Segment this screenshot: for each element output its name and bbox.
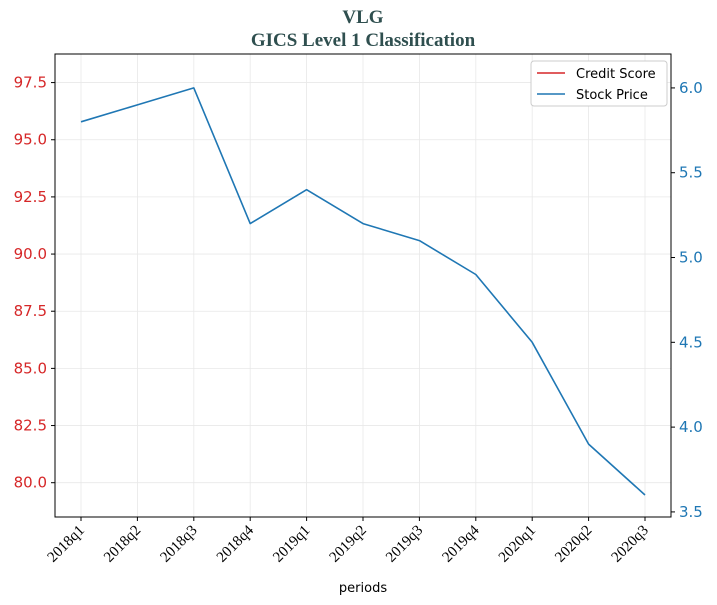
x-axis-label: periods [339,581,387,596]
left-tick-label: 95.0 [14,131,47,149]
left-tick-label: 80.0 [14,474,47,492]
legend-label-stock-price: Stock Price [576,88,648,103]
left-tick-label: 97.5 [14,74,47,92]
chart-subtitle: GICS Level 1 Classification [251,30,476,51]
left-tick-label: 90.0 [14,245,47,263]
right-tick-label: 5.0 [679,249,703,267]
left-tick-label: 82.5 [14,417,47,435]
right-tick-label: 4.5 [679,333,703,351]
right-tick-label: 4.0 [679,418,703,436]
right-tick-label: 3.5 [679,503,703,521]
series-lines [80,87,646,496]
right-tick-label: 5.5 [679,164,703,182]
legend: Credit Score Stock Price [530,60,668,107]
chart-title: VLG [342,7,383,28]
legend-label-credit-score: Credit Score [576,67,656,82]
series-line-stock-price [80,87,646,496]
left-tick-label: 92.5 [14,188,47,206]
left-tick-label: 87.5 [14,302,47,320]
right-tick-label: 6.0 [679,79,703,97]
left-tick-label: 85.0 [14,359,47,377]
